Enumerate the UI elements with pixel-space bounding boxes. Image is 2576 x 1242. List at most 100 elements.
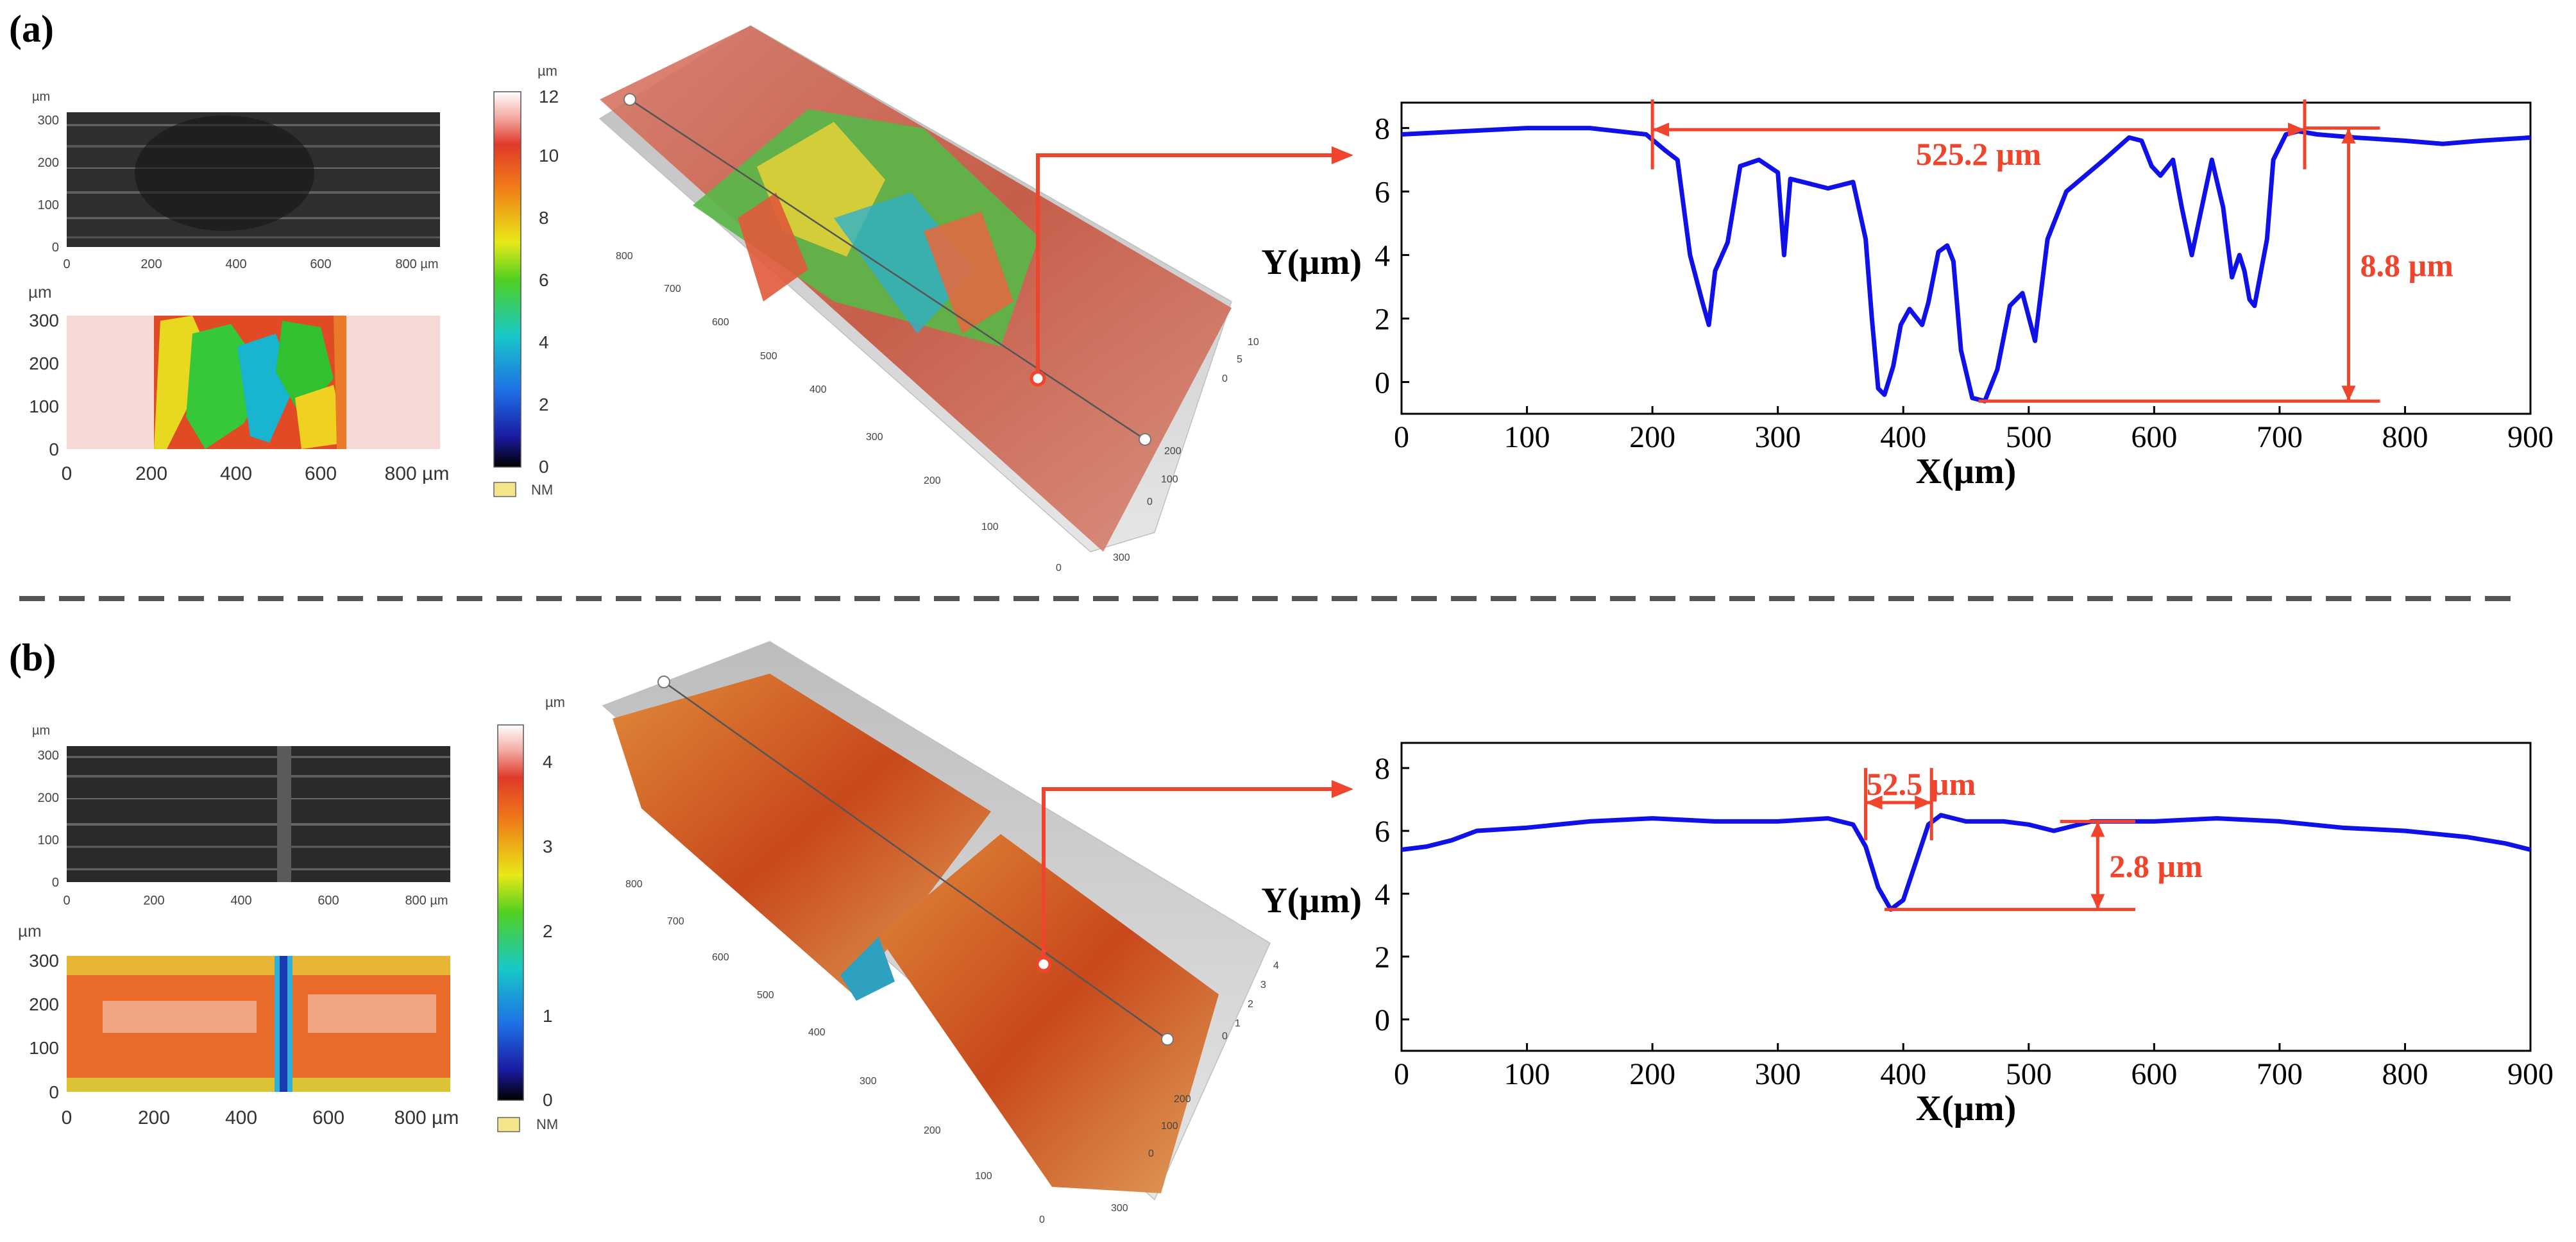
tick-label: 300	[29, 951, 59, 971]
y-tick-label: 8	[1375, 112, 1390, 146]
surface-mesh	[613, 674, 991, 994]
plot-frame	[1400, 742, 2532, 1052]
colorbar-unit: µm	[538, 63, 557, 79]
y-tick-label: 4	[1375, 239, 1390, 273]
profile-chart: 0 100 200 300 400 500 600 700 800 900 0 2 4 6 8 X(µm) Y(…	[1261, 742, 2554, 1128]
tick-label: 800	[625, 879, 643, 890]
x-tick-label: 600	[2131, 1057, 2177, 1091]
y-tick-label: 0	[1375, 366, 1390, 400]
y-axis-label: Y(µm)	[1261, 881, 1362, 921]
tick-label: 0	[1148, 1148, 1154, 1159]
width-arrowhead-left	[1865, 795, 1883, 810]
tick-label: 500	[757, 990, 774, 1001]
tick-label: 0	[49, 439, 59, 459]
y-tick-label: 6	[1375, 176, 1390, 210]
tick-label: 100	[981, 522, 999, 532]
tick-label: 200	[29, 994, 59, 1014]
tick-label: 300	[1113, 552, 1130, 563]
height-map-y-ticks: 0 100 200 300	[29, 951, 59, 1102]
height-map-y-ticks: 0 100 200 300	[29, 310, 59, 459]
depth-label: 2.8 µm	[2109, 848, 2202, 884]
tick-label: 0	[1147, 497, 1153, 507]
tick-label: 0	[62, 1107, 72, 1128]
tick-label: 200	[135, 463, 167, 484]
tick-label: 500	[760, 351, 777, 362]
surface-x-scale: 800 700 600 500 400 300 200 100 0	[625, 879, 1045, 1225]
depth-arrowhead-bottom	[2090, 894, 2105, 910]
x-tick-label: 600	[2131, 420, 2177, 454]
tick-label: 800 µm	[385, 463, 450, 484]
tick-label: 100	[29, 396, 59, 416]
surface-z-scale: 0 1 2 3 4	[1222, 960, 1279, 1042]
panel-a: (a) µm 0 100 200 300 0 200	[9, 8, 2554, 574]
y-axis-label: Y(µm)	[1261, 242, 1362, 282]
tick-label: 8	[539, 208, 549, 228]
connector-arrow	[1042, 787, 1344, 964]
colorbar-ticks: 0 2 4 6 8 10 12	[539, 87, 559, 477]
micrograph-x-ticks: 0 200 400 600 800 µm	[63, 894, 448, 908]
tick-label: 100	[29, 1038, 59, 1058]
panel-b: (b) µm 0 100 200 300 0 200	[9, 636, 2554, 1225]
x-tick-label: 700	[2257, 420, 2303, 454]
y-tick-label: 4	[1375, 878, 1390, 912]
tick-label: 400	[808, 1027, 826, 1038]
tick-label: 100	[38, 198, 59, 212]
nm-label: NM	[531, 482, 553, 498]
x-tick-label: 0	[1394, 1057, 1409, 1091]
tick-label: 300	[860, 1076, 877, 1087]
tick-label: 200	[140, 257, 162, 271]
width-arrowhead-left	[1652, 123, 1670, 137]
y-tick-label: 0	[1375, 1003, 1390, 1037]
tick-label: 1	[1235, 1018, 1241, 1029]
tick-label: 3	[543, 837, 553, 856]
nm-swatch	[493, 482, 516, 497]
tick-label: 0	[63, 257, 70, 271]
micrograph-x-ticks: 0 200 400 600 800 µm	[63, 257, 438, 271]
profile-line	[629, 98, 1146, 441]
height-map: µm 0 100 200 300 0 200 400 600 800 µm	[18, 921, 459, 1128]
x-tick-label: 400	[1880, 1057, 1926, 1091]
colorbar-gradient	[497, 724, 524, 1101]
unit-label: µm	[28, 282, 52, 302]
profile-chart: 0 100 200 300 400 500 600 700 800 900 0 2 4 6 8 X(µm) Y(…	[1261, 99, 2554, 491]
nm-swatch	[497, 1117, 520, 1132]
tick-label: 0	[52, 876, 59, 890]
surface-y-scale: 0 100 200 300	[1113, 446, 1182, 563]
tick-label: 4	[1273, 960, 1279, 971]
x-tick-label: 500	[2006, 1057, 2052, 1091]
tick-label: 300	[29, 310, 59, 330]
unit-label: µm	[32, 724, 50, 738]
depth-arrowhead-bottom	[2341, 386, 2356, 402]
tick-label: 2	[1248, 999, 1253, 1010]
tick-label: 700	[664, 284, 681, 294]
tick-label: 800 µm	[394, 1107, 459, 1128]
height-map-x-ticks: 0 200 400 600 800 µm	[62, 463, 450, 484]
tick-label: 300	[1111, 1203, 1128, 1214]
height-map: µm 0 100 200 300 0 200 400 600 800 µm	[28, 282, 449, 484]
width-label: 525.2 µm	[1916, 136, 2041, 172]
tick-label: 0	[1222, 373, 1228, 384]
tick-label: 0	[49, 1082, 59, 1102]
tick-label: 200	[29, 353, 59, 373]
tick-label: 200	[38, 791, 59, 805]
x-tick-label: 800	[2382, 420, 2428, 454]
tick-label: 100	[975, 1171, 992, 1182]
colorbar-gradient	[493, 91, 521, 468]
x-axis-label: X(µm)	[1916, 452, 2017, 491]
y-tick-label: 8	[1375, 752, 1390, 786]
tick-label: 800 µm	[395, 257, 438, 271]
tick-label: 1	[543, 1006, 553, 1026]
height-map-x-ticks: 0 200 400 600 800 µm	[62, 1107, 459, 1128]
tick-label: 12	[539, 87, 559, 106]
surface-x-scale: 800 700 600 500 400 300 200 100 0	[616, 251, 1062, 574]
micrograph-image	[67, 746, 450, 882]
tick-label: 5	[1237, 354, 1242, 365]
tick-label: 400	[225, 257, 246, 271]
colorbar: µm 0 2 4 6 8 10 12 NM	[493, 63, 559, 498]
nm-label: NM	[536, 1116, 558, 1132]
x-tick-label: 300	[1755, 1057, 1801, 1091]
tick-label: 10	[539, 146, 559, 166]
width-label: 52.5 µm	[1867, 766, 1976, 802]
y-tick-label: 2	[1375, 940, 1390, 974]
x-axis-label: X(µm)	[1916, 1089, 2017, 1128]
